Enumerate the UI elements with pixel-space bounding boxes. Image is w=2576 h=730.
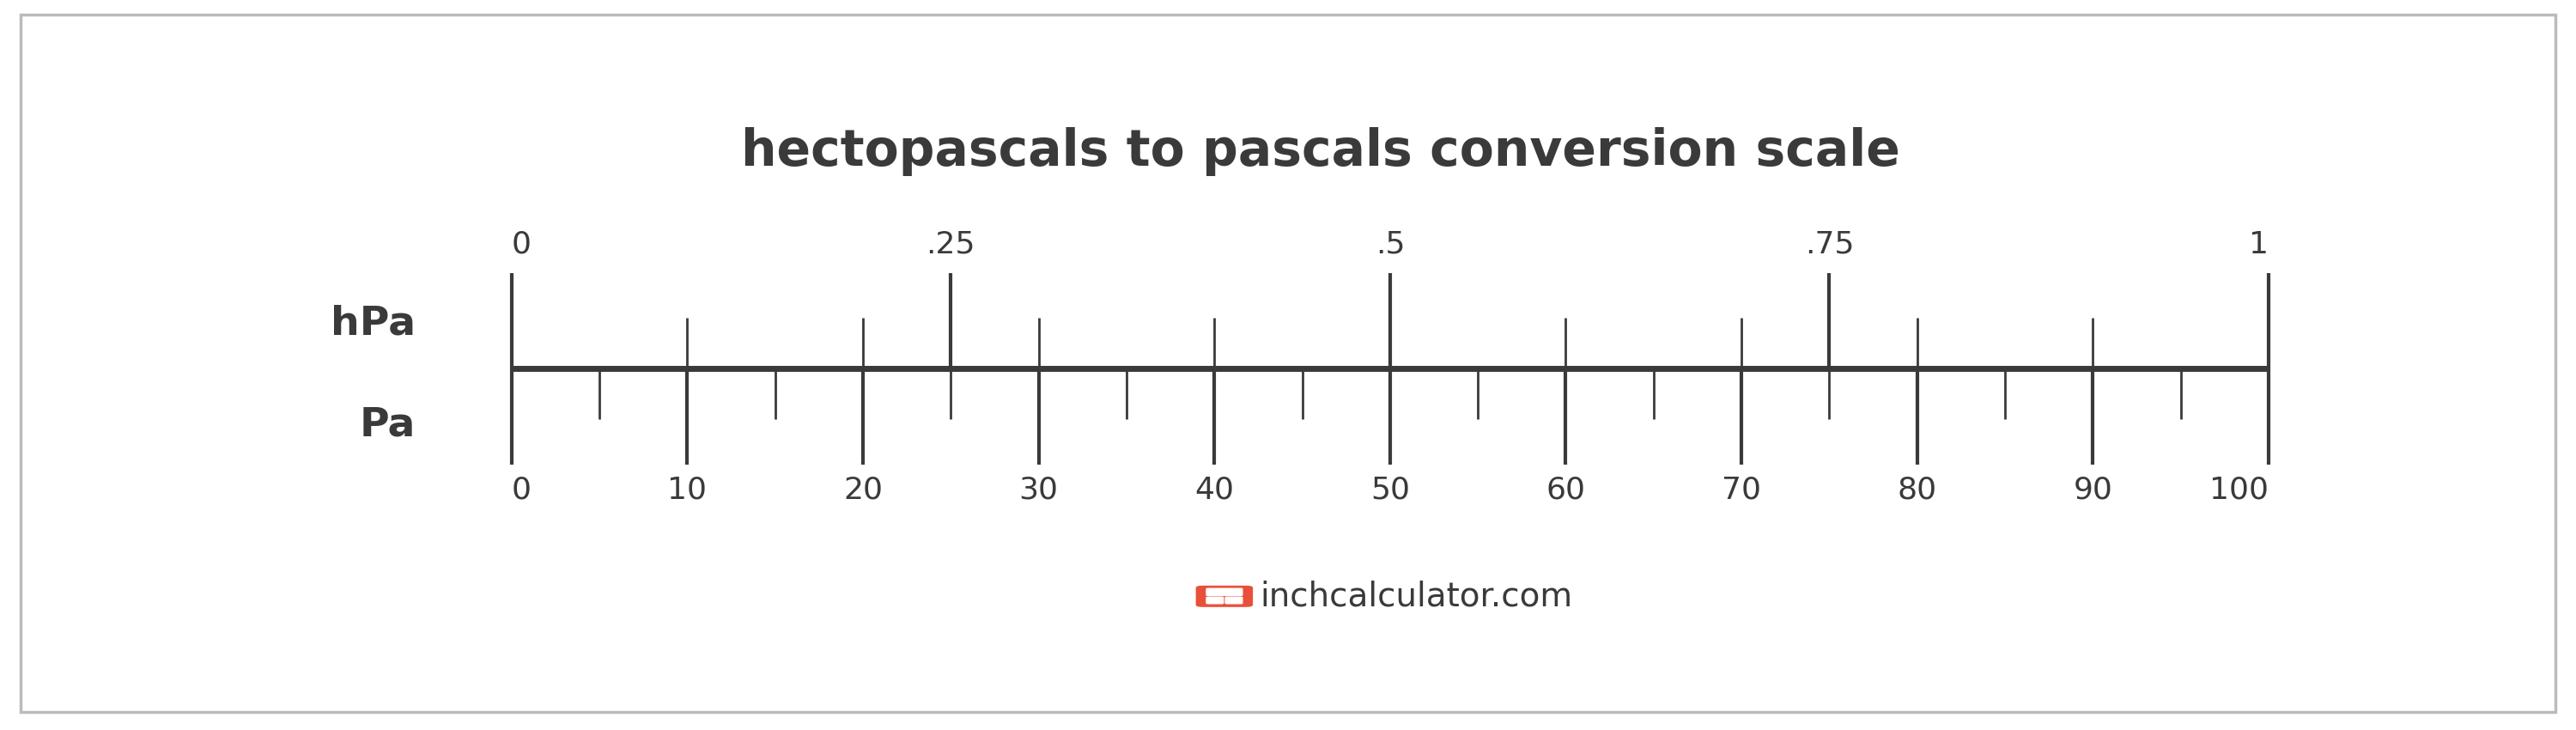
Text: 50: 50 xyxy=(1370,475,1409,504)
Text: .75: .75 xyxy=(1806,230,1855,259)
Text: 0: 0 xyxy=(513,230,531,259)
Text: 90: 90 xyxy=(2074,475,2112,504)
FancyBboxPatch shape xyxy=(1195,586,1252,607)
Text: 40: 40 xyxy=(1195,475,1234,504)
FancyBboxPatch shape xyxy=(1226,597,1242,604)
Text: 0: 0 xyxy=(513,475,531,504)
FancyBboxPatch shape xyxy=(1206,588,1242,596)
Text: 60: 60 xyxy=(1546,475,1584,504)
Text: 80: 80 xyxy=(1899,475,1937,504)
Text: Pa: Pa xyxy=(361,406,415,444)
Text: hPa: hPa xyxy=(330,304,415,343)
Text: 70: 70 xyxy=(1721,475,1762,504)
Text: 1: 1 xyxy=(2249,230,2269,259)
Text: 100: 100 xyxy=(2210,475,2269,504)
FancyBboxPatch shape xyxy=(1206,597,1224,604)
Text: hectopascals to pascals conversion scale: hectopascals to pascals conversion scale xyxy=(742,127,1899,176)
Text: .25: .25 xyxy=(927,230,976,259)
Text: .5: .5 xyxy=(1376,230,1404,259)
Text: 30: 30 xyxy=(1020,475,1059,504)
Text: 10: 10 xyxy=(667,475,706,504)
Text: inchcalculator.com: inchcalculator.com xyxy=(1260,580,1574,612)
Text: 20: 20 xyxy=(842,475,884,504)
